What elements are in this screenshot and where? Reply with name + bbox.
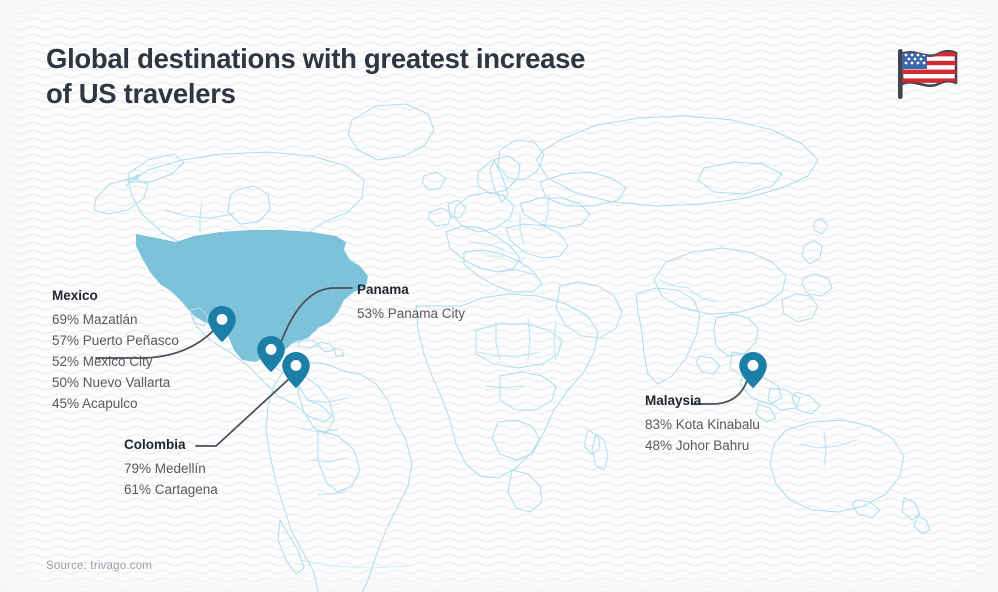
callout-mexico-city-3: 50% Nuevo Vallarta bbox=[52, 374, 171, 390]
callout-colombia-country: Colombia bbox=[124, 437, 186, 452]
map-pin-panama[interactable] bbox=[257, 336, 285, 373]
callout-mexico-country: Mexico bbox=[52, 288, 98, 303]
map-pin-mexico[interactable] bbox=[208, 306, 236, 343]
page-title-line-2: of US travelers bbox=[46, 77, 236, 109]
callout-malaysia: Malaysia 83% Kota Kinabalu 48% Johor Bah… bbox=[645, 393, 760, 456]
source-credit: Source: trivago.com bbox=[46, 560, 153, 572]
page-title: Global destinations with greatest increa… bbox=[46, 42, 585, 112]
callout-mexico: Mexico 69% Mazatlán 57% Puerto Peñasco 5… bbox=[52, 288, 179, 414]
callout-panama-country: Panama bbox=[357, 282, 409, 297]
callout-malaysia-city-list: 83% Kota Kinabalu 48% Johor Bahru bbox=[645, 414, 760, 456]
page-title-line-1: Global destinations with greatest increa… bbox=[46, 43, 586, 74]
callout-mexico-city-list: 69% Mazatlán 57% Puerto Peñasco 52% Mexi… bbox=[52, 309, 179, 414]
callout-malaysia-country: Malaysia bbox=[645, 393, 702, 408]
callout-mexico-city-4: 45% Acapulco bbox=[52, 395, 138, 411]
leader-line-panama bbox=[279, 287, 353, 346]
callout-colombia-city-list: 79% Medellín 61% Cartagena bbox=[124, 458, 218, 500]
leader-line-colombia bbox=[195, 377, 291, 447]
map-pin-malaysia[interactable] bbox=[739, 352, 767, 389]
callout-mexico-city-2: 52% Mexico City bbox=[52, 353, 153, 369]
us-flag-icon bbox=[898, 49, 958, 99]
map-pin-colombia[interactable] bbox=[282, 352, 310, 389]
callout-panama-city-0: 53% Panama City bbox=[357, 305, 466, 321]
callout-colombia: Colombia 79% Medellín 61% Cartagena bbox=[124, 437, 218, 500]
callout-mexico-city-1: 57% Puerto Peñasco bbox=[52, 332, 179, 348]
callout-malaysia-city-0: 83% Kota Kinabalu bbox=[645, 416, 760, 432]
callout-malaysia-city-1: 48% Johor Bahru bbox=[645, 437, 750, 453]
callout-colombia-city-0: 79% Medellín bbox=[124, 460, 206, 476]
callout-panama: Panama 53% Panama City bbox=[357, 282, 465, 324]
callout-panama-city-list: 53% Panama City bbox=[357, 303, 465, 324]
callout-mexico-city-0: 69% Mazatlán bbox=[52, 311, 138, 327]
callout-colombia-city-1: 61% Cartagena bbox=[124, 481, 218, 497]
